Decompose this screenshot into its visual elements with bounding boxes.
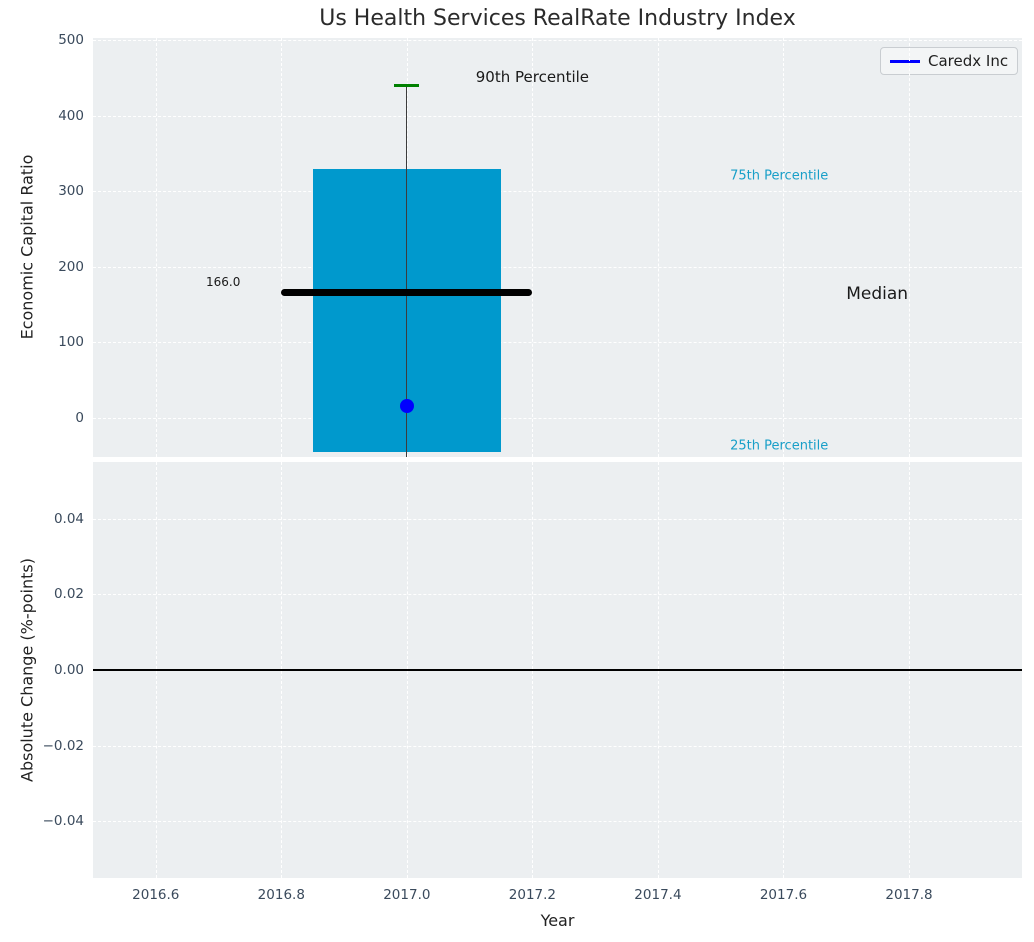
x-tick-label: 2017.4: [634, 887, 682, 903]
annotation-166-0: 166.0: [205, 274, 241, 289]
gridline-horizontal: [93, 115, 1022, 117]
gridline-vertical: [657, 38, 659, 457]
legend-label: Caredx Inc: [928, 52, 1009, 70]
gridline-horizontal: [93, 191, 1022, 193]
x-tick-label: 2016.8: [257, 887, 305, 903]
top-y-axis-label: Economic Capital Ratio: [17, 154, 37, 340]
gridline-horizontal: [93, 745, 1022, 747]
legend-line-icon: [890, 59, 920, 63]
zero-line: [93, 669, 1022, 671]
gridline-horizontal: [93, 594, 1022, 596]
y-tick-label: 400: [58, 107, 84, 124]
legend: Caredx Inc: [880, 47, 1019, 75]
y-tick-label: 0.02: [53, 586, 84, 603]
gridline-horizontal: [93, 417, 1022, 419]
chart-title: Us Health Services RealRate Industry Ind…: [319, 6, 796, 31]
gridline-vertical: [783, 38, 785, 457]
data-point: [399, 398, 414, 413]
whisker-cap: [394, 84, 420, 88]
y-tick-label: 0.04: [53, 510, 84, 527]
gridline-horizontal: [93, 40, 1022, 42]
y-tick-label: −0.04: [42, 813, 84, 830]
x-tick-label: 2017.6: [759, 887, 808, 903]
median-line: [281, 288, 533, 296]
annotation-90th-percentile: 90th Percentile: [475, 68, 590, 87]
y-tick-label: 300: [58, 183, 84, 200]
gridline-horizontal: [93, 342, 1022, 344]
y-tick-label: 0: [75, 409, 84, 426]
x-tick-label: 2017.0: [383, 887, 431, 903]
x-tick-label: 2017.2: [508, 887, 557, 903]
x-tick-label: 2017.8: [885, 887, 933, 903]
y-tick-label: 200: [58, 258, 84, 275]
gridline-vertical: [155, 38, 157, 457]
y-tick-label: 500: [58, 32, 84, 49]
gridline-horizontal: [93, 518, 1022, 520]
top-axes: [93, 38, 1022, 457]
x-axis-label: Year: [540, 911, 575, 930]
annotation-75th-percentile: 75th Percentile: [730, 168, 829, 184]
gridline-horizontal: [93, 266, 1022, 268]
whisker-line: [406, 85, 408, 457]
gridline-vertical: [281, 38, 283, 457]
gridline-horizontal: [93, 821, 1022, 823]
bottom-y-axis-label: Absolute Change (%-points): [17, 558, 37, 782]
y-tick-label: 0.00: [53, 662, 84, 678]
annotation-25th-percentile: 25th Percentile: [730, 438, 829, 454]
y-tick-label: −0.02: [42, 737, 84, 754]
y-tick-label: 100: [58, 334, 84, 351]
gridline-vertical: [532, 38, 534, 457]
gridline-vertical: [909, 38, 910, 457]
annotation-median: Median: [846, 283, 909, 304]
x-tick-label: 2016.6: [132, 887, 180, 903]
